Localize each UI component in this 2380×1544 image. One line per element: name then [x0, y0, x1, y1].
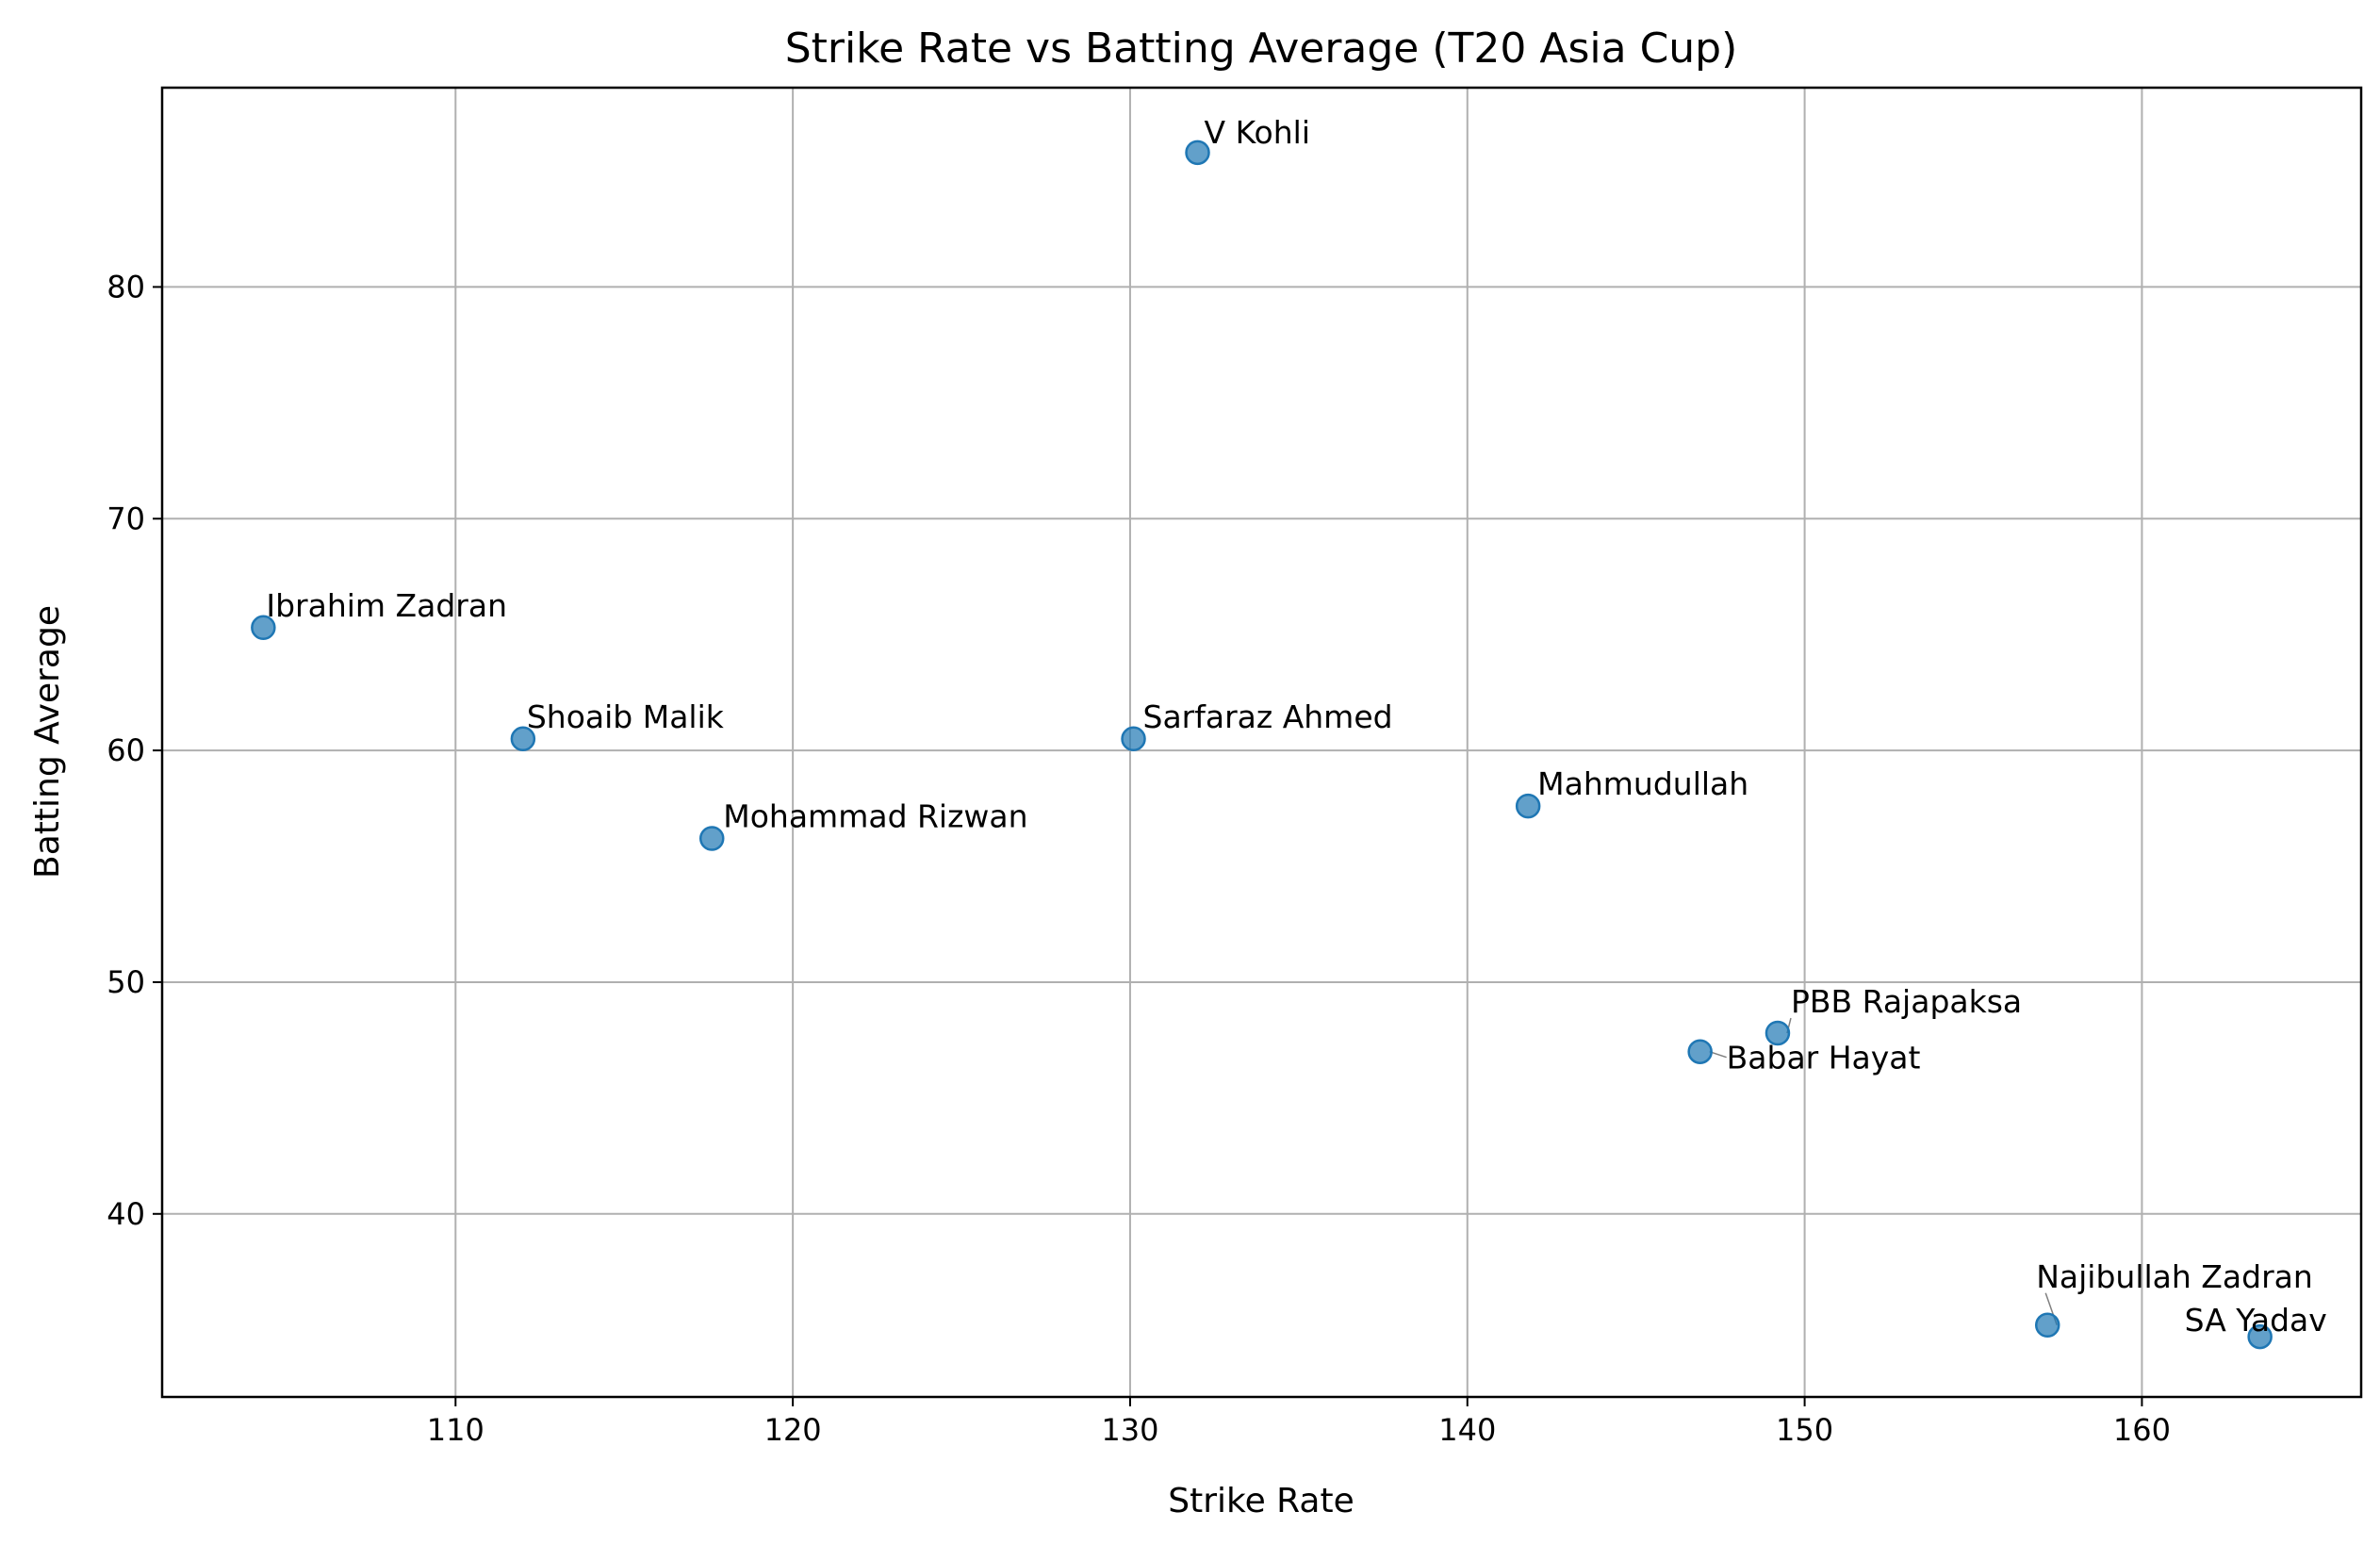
point-label: SA Yadav: [2185, 1302, 2327, 1339]
scatter-point: [1764, 1020, 1791, 1046]
scatter-point: [2034, 1312, 2060, 1339]
x-tick-label: 150: [1776, 1412, 1833, 1448]
scatter-point: [1515, 793, 1541, 819]
point-label: Ibrahim Zadran: [266, 587, 507, 624]
scatter-point: [699, 826, 725, 851]
point-label: Babar Hayat: [1727, 1040, 1921, 1076]
scatter-point: [2247, 1323, 2273, 1350]
x-axis-label: Strike Rate: [1168, 1482, 1354, 1520]
point-labels: V Kohli Ibrahim Zadran Shoaib Malik Sarfara…: [266, 114, 2326, 1339]
x-tick-label: 110: [427, 1412, 484, 1448]
scatter-point: [510, 726, 536, 752]
x-tick-label: 130: [1101, 1412, 1158, 1448]
y-tick-label: 40: [107, 1196, 145, 1232]
point-label: Mohammad Rizwan: [723, 798, 1027, 835]
scatter-point: [1121, 726, 1146, 752]
scatter-point: [1687, 1039, 1713, 1064]
point-label: Mahmudullah: [1537, 765, 1748, 802]
point-label: Najibullah Zadran: [2036, 1258, 2313, 1295]
data-points: [251, 140, 2273, 1350]
chart-title: Strike Rate vs Batting Average (T20 Asia…: [785, 25, 1738, 73]
x-tick-label: 120: [764, 1412, 822, 1448]
axis-ticks: 110 120 130 140 150 160 40 50 60 70 80: [107, 269, 2171, 1448]
y-axis-label: Batting Average: [28, 605, 67, 879]
scatter-point: [1185, 140, 1210, 166]
point-label: Shoaib Malik: [527, 698, 725, 735]
x-tick-label: 160: [2113, 1412, 2171, 1448]
y-tick-label: 70: [107, 501, 145, 536]
y-tick-label: 60: [107, 732, 145, 768]
y-tick-label: 50: [107, 964, 145, 1000]
y-tick-label: 80: [107, 269, 145, 304]
grid-lines: [162, 88, 2361, 1397]
point-label: PBB Rajapaksa: [1791, 983, 2022, 1020]
point-label: V Kohli: [1205, 114, 1311, 151]
point-label: Sarfaraz Ahmed: [1143, 698, 1393, 735]
x-tick-label: 140: [1438, 1412, 1496, 1448]
scatter-point: [251, 615, 276, 641]
plot-frame: [160, 86, 2363, 1399]
